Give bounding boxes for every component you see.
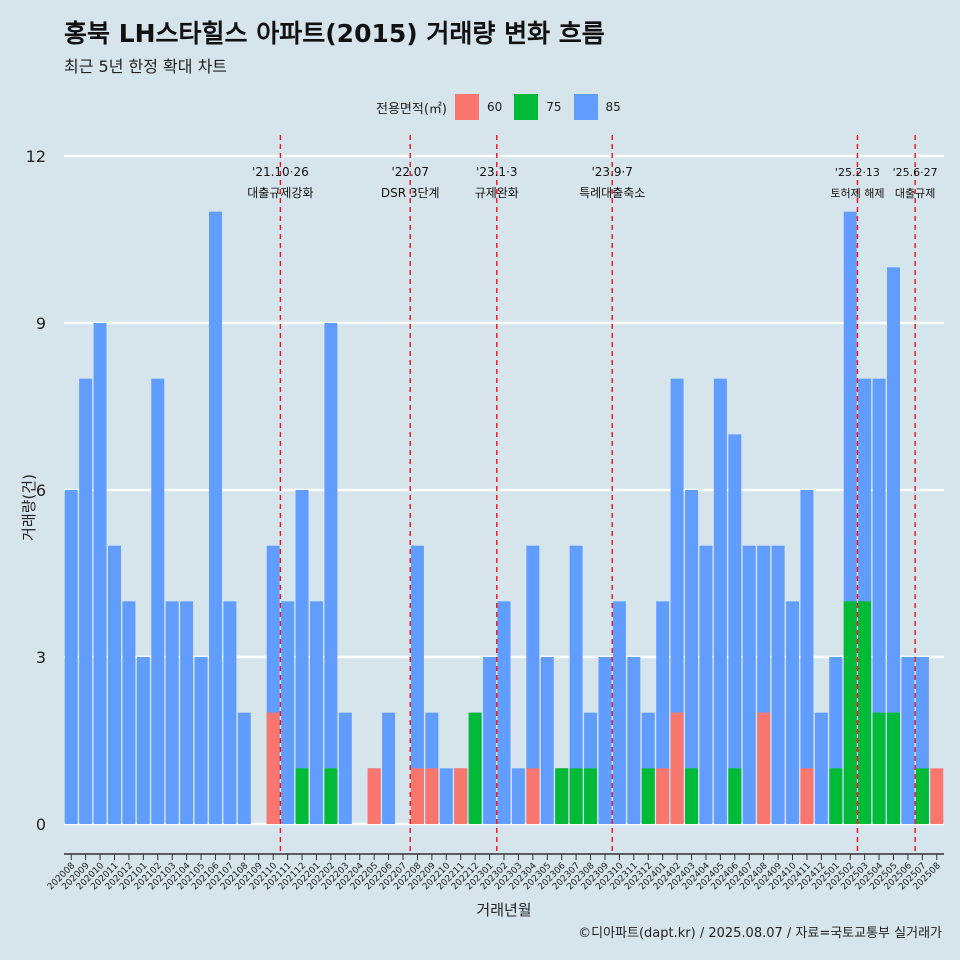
bar-85-202505 <box>887 267 900 824</box>
bar-85-202107 <box>223 601 237 824</box>
bar-75-202403 <box>685 768 699 824</box>
bar-85-202201 <box>309 601 323 824</box>
event-date-4: '25.2·13 <box>835 166 880 179</box>
bar-75-202307 <box>569 768 583 824</box>
x-axis-label: 거래년월 <box>476 901 531 919</box>
event-date-5: '25.6·27 <box>893 166 938 179</box>
bar-85-202105 <box>194 657 208 824</box>
bar-85-202409 <box>771 545 785 824</box>
bar-60-202304 <box>526 768 540 824</box>
event-label-4: 토허제 해제 <box>830 186 884 200</box>
bar-85-202303 <box>511 768 525 824</box>
bar-75-202504 <box>872 712 886 824</box>
bar-85-202108 <box>237 712 251 824</box>
bar-85-202010 <box>93 323 107 824</box>
bar-85-202311 <box>627 657 641 824</box>
y-tick-label-0: 0 <box>36 815 46 834</box>
event-label-0: 대출규제강화 <box>247 186 313 200</box>
bar-85-202106 <box>208 211 222 824</box>
bar-85-202208 <box>410 545 424 824</box>
legend-label-75: 75 <box>546 100 562 114</box>
legend-key-75 <box>514 94 539 120</box>
bar-75-202308 <box>584 768 598 824</box>
bar-60-202401 <box>656 768 670 824</box>
event-label-3: 특례대출축소 <box>579 186 645 200</box>
bar-85-202103 <box>165 601 179 824</box>
bar-85-202304 <box>526 545 540 824</box>
bar-60-202211 <box>454 768 468 824</box>
bar-85-202406 <box>728 434 742 824</box>
bar-75-202212 <box>468 712 482 824</box>
bar-85-202301 <box>483 657 497 824</box>
chart-subtitle: 최근 5년 한정 확대 차트 <box>64 57 228 76</box>
bar-85-202112 <box>295 490 309 824</box>
bar-85-202011 <box>108 545 121 824</box>
bar-75-202502 <box>843 601 857 824</box>
bar-85-202210 <box>439 768 453 824</box>
bar-60-202208 <box>410 768 424 824</box>
bar-85-202203 <box>338 712 352 824</box>
event-date-1: '22.07 <box>391 165 429 179</box>
bar-85-202111 <box>281 601 295 824</box>
bar-85-202202 <box>324 323 338 824</box>
bar-75-202507 <box>915 768 929 824</box>
bar-85-202410 <box>786 601 800 824</box>
bar-75-202505 <box>887 712 900 824</box>
event-label-2: 규제완화 <box>475 186 519 200</box>
y-tick-label-12: 12 <box>26 147 46 166</box>
bar-85-202008 <box>64 490 78 824</box>
bar-85-202012 <box>122 601 136 824</box>
y-tick-label-9: 9 <box>36 314 46 333</box>
bar-60-202110 <box>266 712 280 824</box>
event-date-0: '21.10·26 <box>252 165 309 179</box>
bar-85-202405 <box>713 378 727 824</box>
bar-85-202206 <box>382 712 396 824</box>
legend-label-60: 60 <box>486 100 503 114</box>
bar-75-202306 <box>555 768 569 824</box>
y-tick-label-3: 3 <box>36 648 46 667</box>
bar-85-202307 <box>569 545 583 824</box>
legend-key-60 <box>454 94 479 120</box>
bar-85-202412 <box>814 712 828 824</box>
bar-75-202202 <box>324 768 338 824</box>
event-date-3: '23.9·7 <box>591 165 632 179</box>
event-label-1: DSR 3단계 <box>381 186 440 200</box>
bar-60-202209 <box>425 768 439 824</box>
legend: 전용면적(㎡) 60 75 85 <box>376 92 633 122</box>
event-date-2: '23.1·3 <box>476 165 517 179</box>
bar-85-202104 <box>180 601 194 824</box>
y-axis-label: 거래량(건) <box>20 474 38 541</box>
bar-85-202403 <box>685 490 699 824</box>
legend-key-85 <box>573 94 598 120</box>
event-label-5: 대출규제 <box>895 187 935 200</box>
source-caption: ©디아파트(dapt.kr) / 2025.08.07 / 자료=국토교통부 실… <box>578 926 942 941</box>
bar-85-202407 <box>742 545 756 824</box>
legend-title: 전용면적(㎡) <box>376 101 447 117</box>
bar-75-202112 <box>295 768 309 824</box>
bar-85-202302 <box>497 601 511 824</box>
bar-85-202309 <box>598 657 612 824</box>
bar-60-202402 <box>670 712 684 824</box>
bar-60-202408 <box>757 712 771 824</box>
y-tick-label-6: 6 <box>36 481 46 500</box>
bar-60-202411 <box>800 768 814 824</box>
bar-75-202312 <box>641 768 655 824</box>
bar-75-202406 <box>728 768 742 824</box>
bar-75-202503 <box>858 601 872 824</box>
bar-85-202411 <box>800 490 814 824</box>
chart-title: 홍북 LH스타힐스 아파트(2015) 거래량 변화 흐름 <box>64 19 605 48</box>
bar-85-202305 <box>540 657 554 824</box>
bar-85-202101 <box>136 657 150 824</box>
bar-85-202404 <box>699 545 713 824</box>
bar-85-202102 <box>151 378 165 824</box>
legend-label-85: 85 <box>605 100 621 114</box>
bar-85-202009 <box>79 378 93 824</box>
bar-85-202310 <box>612 601 626 824</box>
bar-60-202508 <box>930 768 944 824</box>
bar-75-202501 <box>829 768 843 824</box>
bar-85-202506 <box>901 657 915 824</box>
bar-60-202205 <box>367 768 381 824</box>
